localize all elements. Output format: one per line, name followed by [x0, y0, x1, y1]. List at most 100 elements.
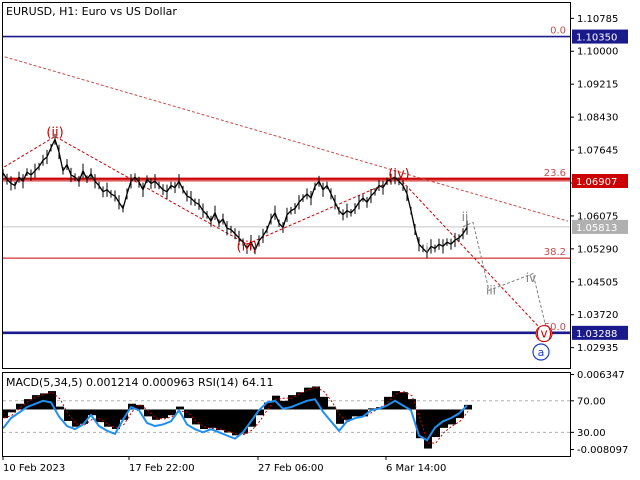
macd-histogram-bar	[192, 409, 200, 425]
macd-histogram-bar	[384, 396, 392, 410]
price-tick-label: 1.02935	[577, 343, 618, 354]
macd-histogram-bar	[344, 409, 352, 420]
wave-label-red: (v)	[536, 327, 552, 341]
price-tick-label: 1.10785	[577, 14, 618, 25]
macd-histogram-bar	[216, 409, 224, 431]
price-tag-label: 1.06907	[576, 177, 617, 188]
price-tags: 1.10350 1.06907 1.05813 1.03288	[572, 29, 628, 340]
price-tag-label: 1.05813	[576, 223, 617, 234]
macd-histogram-bar	[352, 409, 360, 417]
time-tick-label: 10 Feb 2023	[3, 463, 65, 474]
price-tag-label: 1.03288	[576, 329, 617, 340]
macd-histogram-bar	[288, 395, 296, 410]
main-pane-frame	[2, 2, 571, 369]
macd-histogram-bar	[64, 409, 72, 421]
macd-histogram-bar	[120, 409, 128, 420]
price-tag	[572, 29, 628, 44]
macd-histogram-bar	[320, 396, 328, 410]
indicator-tick-label: -0.008097	[577, 445, 628, 456]
macd-histogram-bar	[136, 404, 144, 410]
indicator-tick-label: 0.006347	[577, 370, 625, 381]
macd-histogram-bar	[16, 403, 24, 410]
macd-histogram-bar	[48, 391, 56, 410]
price-tick-label: 1.09215	[577, 80, 618, 91]
macd-histogram-bar	[24, 399, 32, 410]
macd-histogram-bar	[184, 409, 192, 419]
macd-histogram-bar	[208, 409, 216, 428]
time-axis: 10 Feb 2023 17 Feb 22:00 27 Feb 06:00 6 Mar…	[2, 456, 446, 474]
macd-histogram-bar	[408, 399, 416, 410]
macd-histogram-bar	[160, 409, 168, 419]
macd-histogram-bar	[232, 409, 240, 436]
macd-histogram-bar	[104, 409, 112, 427]
macd-histogram-bar	[304, 387, 312, 410]
macd-histogram-bar	[296, 392, 304, 410]
macd-histogram-bar	[3, 409, 8, 419]
fib-level-label: 23.6	[544, 168, 566, 179]
macd-histogram-bar	[400, 392, 408, 410]
wave-badge-circle	[532, 343, 550, 361]
macd-histogram-bar	[72, 409, 80, 427]
wave-badge: a	[538, 346, 545, 359]
macd-histogram-bar	[32, 395, 40, 410]
wave-label-grey: iv	[526, 271, 536, 285]
wave-path-grey	[462, 221, 547, 328]
time-tick-label: 27 Feb 06:00	[258, 463, 324, 474]
indicator-plot	[3, 386, 570, 449]
macd-histogram-bar	[88, 409, 96, 416]
macd-histogram-bar	[416, 409, 424, 439]
macd-histogram-bar	[152, 409, 160, 420]
wave-label-grey: i	[425, 242, 428, 256]
macd-histogram-bar	[8, 409, 16, 413]
macd-histogram-bar	[464, 404, 472, 410]
indicator-title: MACD(5,34,5) 0.001214 0.000963 RSI(14) 6…	[6, 376, 273, 389]
time-tick-label: 6 Mar 14:00	[386, 463, 446, 474]
macd-histogram-bar	[56, 406, 64, 410]
price-tick-label: 1.10000	[577, 47, 618, 58]
indicator-tick-label: 30.00	[577, 428, 606, 439]
price-tag-label: 1.10350	[576, 33, 617, 44]
wave-label-grey: iii	[486, 284, 496, 298]
macd-histogram-bar	[328, 406, 336, 410]
price-tag	[572, 174, 628, 189]
rsi-line	[3, 398, 468, 442]
macd-histogram-bar	[80, 409, 88, 424]
macd-histogram-bar	[312, 386, 320, 410]
macd-histogram-bar	[224, 409, 232, 433]
macd-histogram-bar	[112, 409, 120, 430]
chart-title: EURUSD, H1: Euro vs US Dollar	[6, 5, 177, 18]
fib-level-label: 50.0	[544, 322, 566, 333]
indicator-tick-label: 70.00	[577, 396, 606, 407]
macd-histogram-bar	[440, 409, 448, 428]
wave-path-red	[3, 135, 545, 333]
price-tag	[572, 219, 628, 234]
price-tick-label: 1.04505	[577, 277, 618, 288]
macd-histogram-bar	[144, 409, 152, 417]
macd-histogram-bar	[432, 409, 440, 438]
price-tag	[572, 325, 628, 340]
wave-label-red: (ii)	[46, 125, 63, 140]
price-tick-label: 1.03720	[577, 310, 618, 321]
price-tick-label: 1.05290	[577, 244, 618, 255]
trend-line	[3, 55, 569, 222]
macd-histogram-bar	[248, 409, 256, 427]
price-tick-label: 1.06075	[577, 211, 618, 222]
wave-label-circle	[535, 325, 553, 343]
macd-histogram-bar	[176, 406, 184, 410]
macd-histogram-bar	[264, 402, 272, 410]
price-tick-label: 1.07645	[577, 146, 618, 157]
macd-histogram-bar	[200, 409, 208, 430]
macd-histogram-bar	[168, 409, 176, 416]
indicator-pane-frame	[2, 372, 571, 457]
wave-label-grey: ii	[462, 210, 469, 224]
indicator-axis: 0.006347 70.00 30.00 -0.008097	[570, 370, 628, 456]
time-tick-label: 17 Feb 22:00	[129, 463, 195, 474]
price-tick-label: 1.08430	[577, 113, 618, 124]
wave-label-red: (iv)	[388, 167, 409, 182]
macd-histogram-bar	[240, 409, 248, 434]
macd-histogram-bar	[424, 409, 432, 449]
macd-histogram-bar	[280, 400, 288, 410]
fib-level-label: 0.0	[550, 26, 566, 37]
